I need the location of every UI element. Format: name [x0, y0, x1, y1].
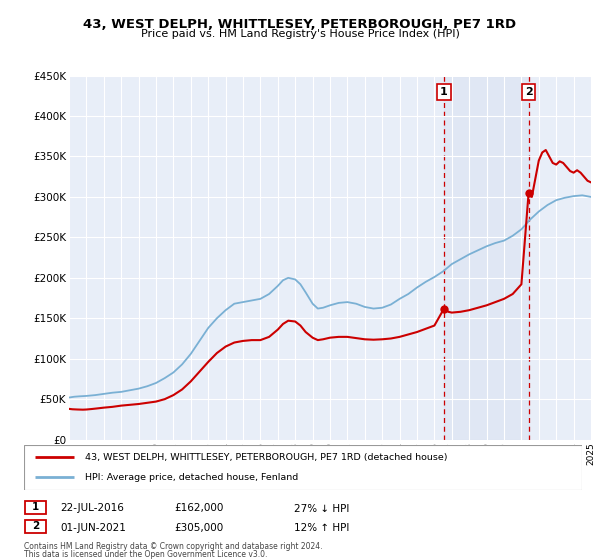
Text: 1: 1: [32, 502, 39, 512]
Text: Contains HM Land Registry data © Crown copyright and database right 2024.: Contains HM Land Registry data © Crown c…: [24, 542, 323, 551]
Bar: [444, 76, 529, 440]
Text: 2: 2: [32, 521, 39, 531]
Bar: [25, 501, 46, 514]
Text: Price paid vs. HM Land Registry's House Price Index (HPI): Price paid vs. HM Land Registry's House …: [140, 29, 460, 39]
Text: £305,000: £305,000: [174, 522, 223, 533]
Bar: [25, 520, 46, 533]
Text: 01-JUN-2021: 01-JUN-2021: [60, 522, 126, 533]
Text: 22-JUL-2016: 22-JUL-2016: [60, 503, 124, 514]
Text: £162,000: £162,000: [174, 503, 223, 514]
Text: 27% ↓ HPI: 27% ↓ HPI: [294, 503, 349, 514]
Text: 2: 2: [525, 87, 532, 97]
Text: 1: 1: [440, 87, 448, 97]
Text: HPI: Average price, detached house, Fenland: HPI: Average price, detached house, Fenl…: [85, 473, 299, 482]
Text: 43, WEST DELPH, WHITTLESEY, PETERBOROUGH, PE7 1RD (detached house): 43, WEST DELPH, WHITTLESEY, PETERBOROUGH…: [85, 453, 448, 462]
Text: 12% ↑ HPI: 12% ↑ HPI: [294, 522, 349, 533]
Text: This data is licensed under the Open Government Licence v3.0.: This data is licensed under the Open Gov…: [24, 550, 268, 559]
Text: 43, WEST DELPH, WHITTLESEY, PETERBOROUGH, PE7 1RD: 43, WEST DELPH, WHITTLESEY, PETERBOROUGH…: [83, 18, 517, 31]
